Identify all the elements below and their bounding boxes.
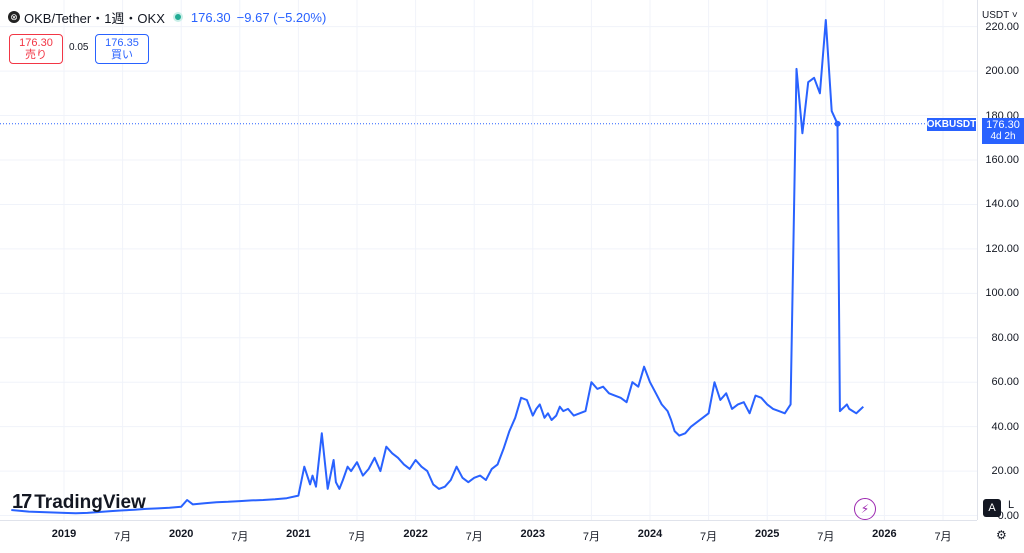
price-tick-label: 40.00 xyxy=(991,420,1019,433)
time-tick-label: 2026 xyxy=(872,528,897,540)
price-axis[interactable]: 0.00 20.00 40.00 60.00 80.00 100.00 120.00 140.… xyxy=(977,0,1024,522)
tradingview-logo[interactable]: 17 TradingView xyxy=(12,491,146,514)
okb-logo-icon: ⊗ xyxy=(8,11,20,23)
buy-button[interactable]: 176.35 買い xyxy=(95,34,149,64)
price-tick-label: 80.00 xyxy=(991,331,1019,344)
time-axis[interactable]: 2019 7月 2020 7月 2021 7月 2022 7月 2023 7月 2024 7月 2025… xyxy=(0,520,977,553)
time-tick-label: 2020 xyxy=(168,528,194,540)
price-tick-label: 220.00 xyxy=(985,20,1019,33)
symbol-header: ⊗ OKB/Tether・1週・OKX 176.30 −9.67 (−5.20%… xyxy=(8,8,326,26)
header-price: 176.30 xyxy=(190,9,231,25)
symbol-title[interactable]: OKB/Tether・1週・OKX xyxy=(24,10,165,26)
time-tick-label: 7月 xyxy=(817,531,835,543)
sell-label: 売り xyxy=(25,49,47,61)
symbol-price-label: OKBUSDT xyxy=(926,117,977,131)
price-tick-label: 60.00 xyxy=(991,376,1019,389)
time-tick-label: 7月 xyxy=(231,531,249,543)
tradingview-logo-text: TradingView xyxy=(34,491,146,513)
auto-scale-button[interactable]: A xyxy=(983,499,1001,517)
time-tick-label: 7月 xyxy=(934,531,952,543)
last-price: 176.30 xyxy=(986,118,1020,131)
chart-area[interactable] xyxy=(0,0,977,520)
price-tick-label: 100.00 xyxy=(985,287,1019,300)
currency-select[interactable]: USDT ˅ xyxy=(982,10,1018,21)
time-tick-label: 2019 xyxy=(51,528,77,540)
price-tick-label: 120.00 xyxy=(985,242,1019,255)
price-series-line xyxy=(11,19,864,515)
buy-price: 176.35 xyxy=(105,37,139,49)
time-tick-label: 7月 xyxy=(114,531,132,543)
sell-price: 176.30 xyxy=(19,37,53,49)
time-tick-label: 2024 xyxy=(637,528,663,540)
time-tick-label: 2023 xyxy=(520,528,546,540)
time-tick-label: 2025 xyxy=(754,528,780,540)
log-scale-button[interactable]: L xyxy=(1008,499,1015,511)
lightning-icon[interactable]: ⚡ xyxy=(854,498,876,520)
time-tick-label: 2022 xyxy=(403,528,428,540)
buy-label: 買い xyxy=(111,49,133,61)
time-tick-label: 7月 xyxy=(700,531,718,543)
time-tick-label: 7月 xyxy=(465,531,483,543)
price-tick-label: 20.00 xyxy=(991,465,1019,478)
time-tick-label: 2021 xyxy=(286,528,311,540)
time-tick-label: 7月 xyxy=(348,531,366,543)
price-tick-label: 0.00 xyxy=(997,509,1019,522)
gear-icon[interactable]: ⚙ xyxy=(996,528,1007,542)
price-tick-label: 140.00 xyxy=(985,198,1019,211)
header-change: −9.67 (−5.20%) xyxy=(236,9,327,25)
price-tick-label: 160.00 xyxy=(985,154,1019,166)
bar-countdown: 4d 2h xyxy=(990,130,1016,142)
last-price-dot xyxy=(834,120,841,127)
price-chart[interactable] xyxy=(0,0,977,520)
price-tick-label: 200.00 xyxy=(985,65,1019,78)
last-price-tag: 176.30 4d 2h xyxy=(982,117,1024,144)
time-tick-label: 7月 xyxy=(582,531,600,543)
market-status-icon[interactable] xyxy=(172,12,183,22)
sell-button[interactable]: 176.30 売り xyxy=(9,34,63,64)
tradingview-logo-icon: 17 xyxy=(12,491,32,513)
spread-value: 0.05 xyxy=(69,42,89,53)
